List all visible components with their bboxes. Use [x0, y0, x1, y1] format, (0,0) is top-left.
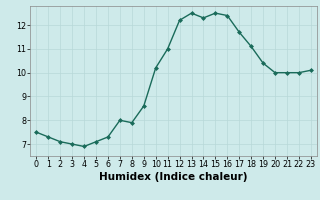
X-axis label: Humidex (Indice chaleur): Humidex (Indice chaleur) [99, 172, 248, 182]
